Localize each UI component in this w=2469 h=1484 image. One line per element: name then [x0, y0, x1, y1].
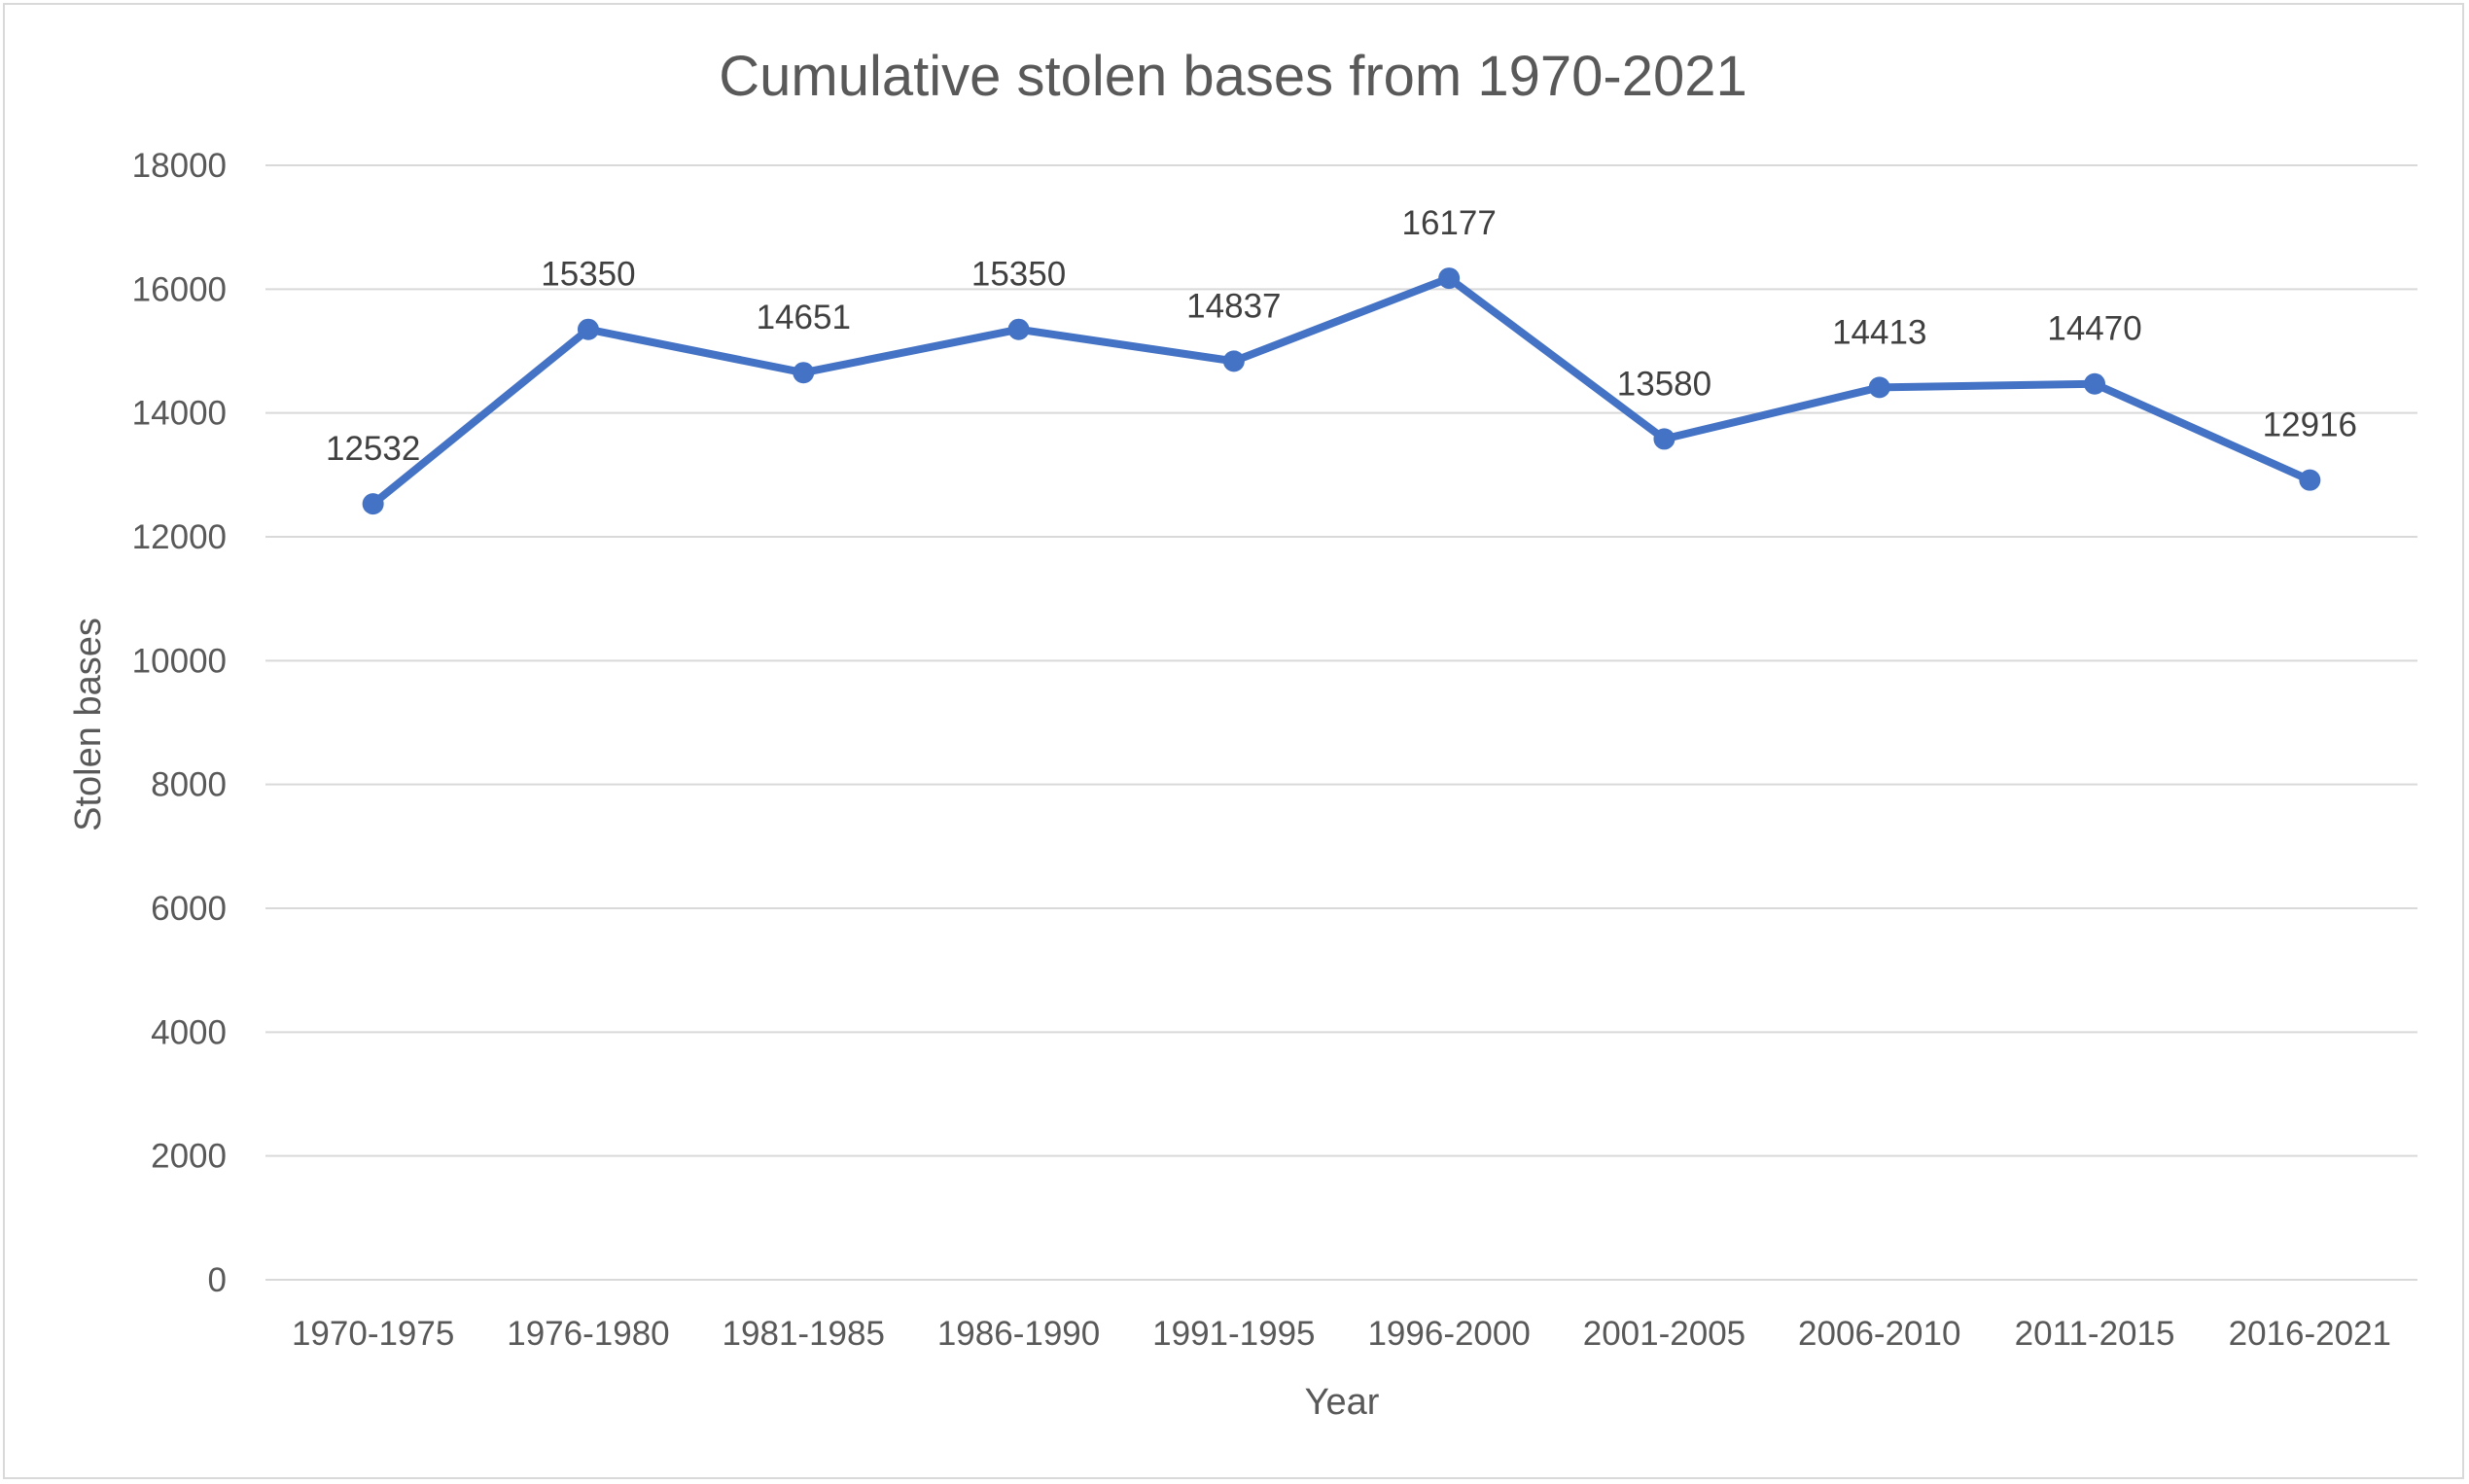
- x-tick-label: 1991-1995: [1152, 1315, 1315, 1353]
- y-tick-label: 0: [208, 1261, 227, 1299]
- data-labels: 12532 15350 14651 15350 14837 16177 13580 14413…: [326, 204, 2357, 468]
- gridlines: [265, 164, 2417, 1281]
- data-point: [2084, 372, 2106, 395]
- x-axis-tick-labels: 1970-1975 1976-1980 1981-1985 1986-1990 1991…: [292, 1315, 2391, 1353]
- data-label: 13580: [1617, 365, 1711, 403]
- y-tick-label: 10000: [132, 642, 227, 680]
- x-axis-title: Year: [1305, 1382, 1380, 1423]
- data-label: 12532: [326, 430, 420, 468]
- data-label: 15350: [971, 256, 1066, 294]
- data-point: [2299, 469, 2321, 491]
- y-tick-label: 14000: [132, 395, 227, 433]
- data-point: [577, 318, 599, 340]
- x-tick-label: 1976-1980: [507, 1315, 669, 1353]
- y-tick-label: 16000: [132, 270, 227, 308]
- x-tick-label: 2006-2010: [1798, 1315, 1960, 1353]
- data-label: 14470: [2047, 310, 2141, 348]
- x-tick-label: 1996-2000: [1367, 1315, 1530, 1353]
- y-tick-label: 6000: [151, 890, 227, 928]
- data-point: [1222, 350, 1245, 372]
- x-tick-label: 2011-2015: [2015, 1315, 2175, 1353]
- data-label: 12916: [2263, 406, 2357, 444]
- x-tick-label: 2016-2021: [2229, 1315, 2391, 1353]
- data-point: [1007, 318, 1030, 340]
- data-point: [362, 493, 384, 515]
- y-axis-tick-labels: 0 2000 4000 6000 8000 10000 12000 14000 16000 180…: [132, 147, 227, 1299]
- data-label: 14837: [1186, 287, 1281, 325]
- x-tick-label: 1970-1975: [292, 1315, 454, 1353]
- data-label: 14413: [1832, 313, 1926, 351]
- data-points: [362, 267, 2321, 515]
- y-tick-label: 8000: [151, 766, 227, 804]
- x-tick-label: 1986-1990: [937, 1315, 1100, 1353]
- x-tick-label: 1981-1985: [723, 1315, 885, 1353]
- data-label: 14651: [757, 299, 851, 336]
- y-tick-label: 18000: [132, 147, 227, 185]
- series-line: [369, 274, 2314, 509]
- data-label: 16177: [1401, 204, 1496, 242]
- chart-title: Cumulative stolen bases from 1970-2021: [719, 45, 1746, 108]
- y-tick-label: 2000: [151, 1138, 227, 1176]
- data-point: [793, 362, 815, 384]
- x-tick-label: 2001-2005: [1583, 1315, 1746, 1353]
- series-layer: [369, 274, 2314, 509]
- data-point: [1868, 376, 1890, 399]
- chart-frame: [3, 3, 2464, 1479]
- y-tick-label: 4000: [151, 1013, 227, 1051]
- data-label: 15350: [541, 256, 635, 294]
- y-tick-label: 12000: [132, 518, 227, 556]
- data-point: [1438, 267, 1461, 290]
- data-point: [1653, 428, 1675, 450]
- y-axis-title: Stolen bases: [68, 618, 109, 831]
